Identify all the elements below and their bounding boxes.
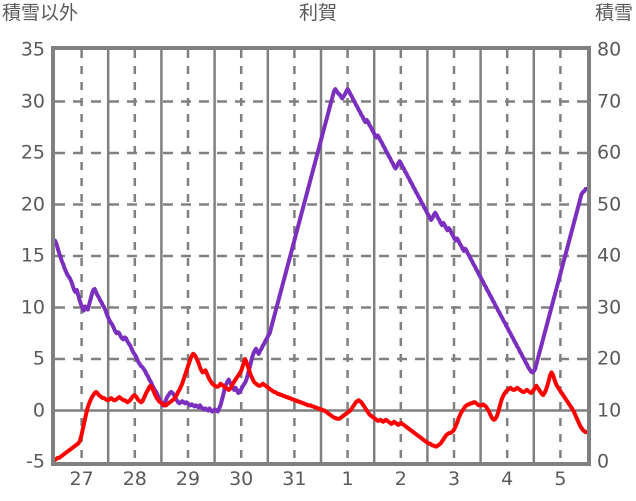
x-tick-label: 5 <box>554 468 567 490</box>
y-right-tick-label: 50 <box>597 193 622 215</box>
right-axis-title: 積雪 <box>594 2 633 24</box>
x-tick-label: 31 <box>282 468 307 490</box>
gridlines <box>55 50 587 462</box>
x-tick-label: 28 <box>122 468 147 490</box>
x-tick-label: 4 <box>501 468 514 490</box>
y-right-tick-label: 10 <box>597 399 622 421</box>
y-left-tick-label: 30 <box>20 90 45 112</box>
y-left-tick-label: 0 <box>32 399 45 421</box>
y-right-tick-label: 30 <box>597 296 622 318</box>
x-tick-label: 2 <box>394 468 407 490</box>
y-left-tick-label: 35 <box>20 38 45 61</box>
x-tick-label: 30 <box>229 468 254 490</box>
y-left-tick-label: 20 <box>20 193 45 215</box>
plot-svg <box>55 50 587 462</box>
x-tick-label: 1 <box>341 468 354 490</box>
left-axis-title: 積雪以外 <box>2 2 79 24</box>
series-line-temperature <box>55 351 587 462</box>
y-right-tick-label: 60 <box>597 141 622 164</box>
y-right-tick-label: 0 <box>597 450 610 473</box>
y-left-tick-label: 10 <box>20 296 45 318</box>
series-line-snow <box>55 87 587 414</box>
y-left-tick-label: 15 <box>20 244 45 267</box>
y-left-tick-label: -5 <box>26 450 45 473</box>
plot-area <box>51 46 591 466</box>
y-left-tick-label: 25 <box>20 141 45 164</box>
chart-title: 利賀 <box>298 2 337 24</box>
x-tick-label: 27 <box>69 468 94 490</box>
y-right-tick-label: 40 <box>597 244 622 267</box>
y-right-tick-label: 70 <box>597 90 622 112</box>
data-series <box>55 87 587 462</box>
x-tick-label: 3 <box>447 468 461 490</box>
y-right-tick-label: 20 <box>597 347 622 370</box>
y-left-tick-label: 5 <box>32 347 45 370</box>
y-right-tick-label: 80 <box>597 38 622 61</box>
x-tick-label: 29 <box>175 468 201 490</box>
